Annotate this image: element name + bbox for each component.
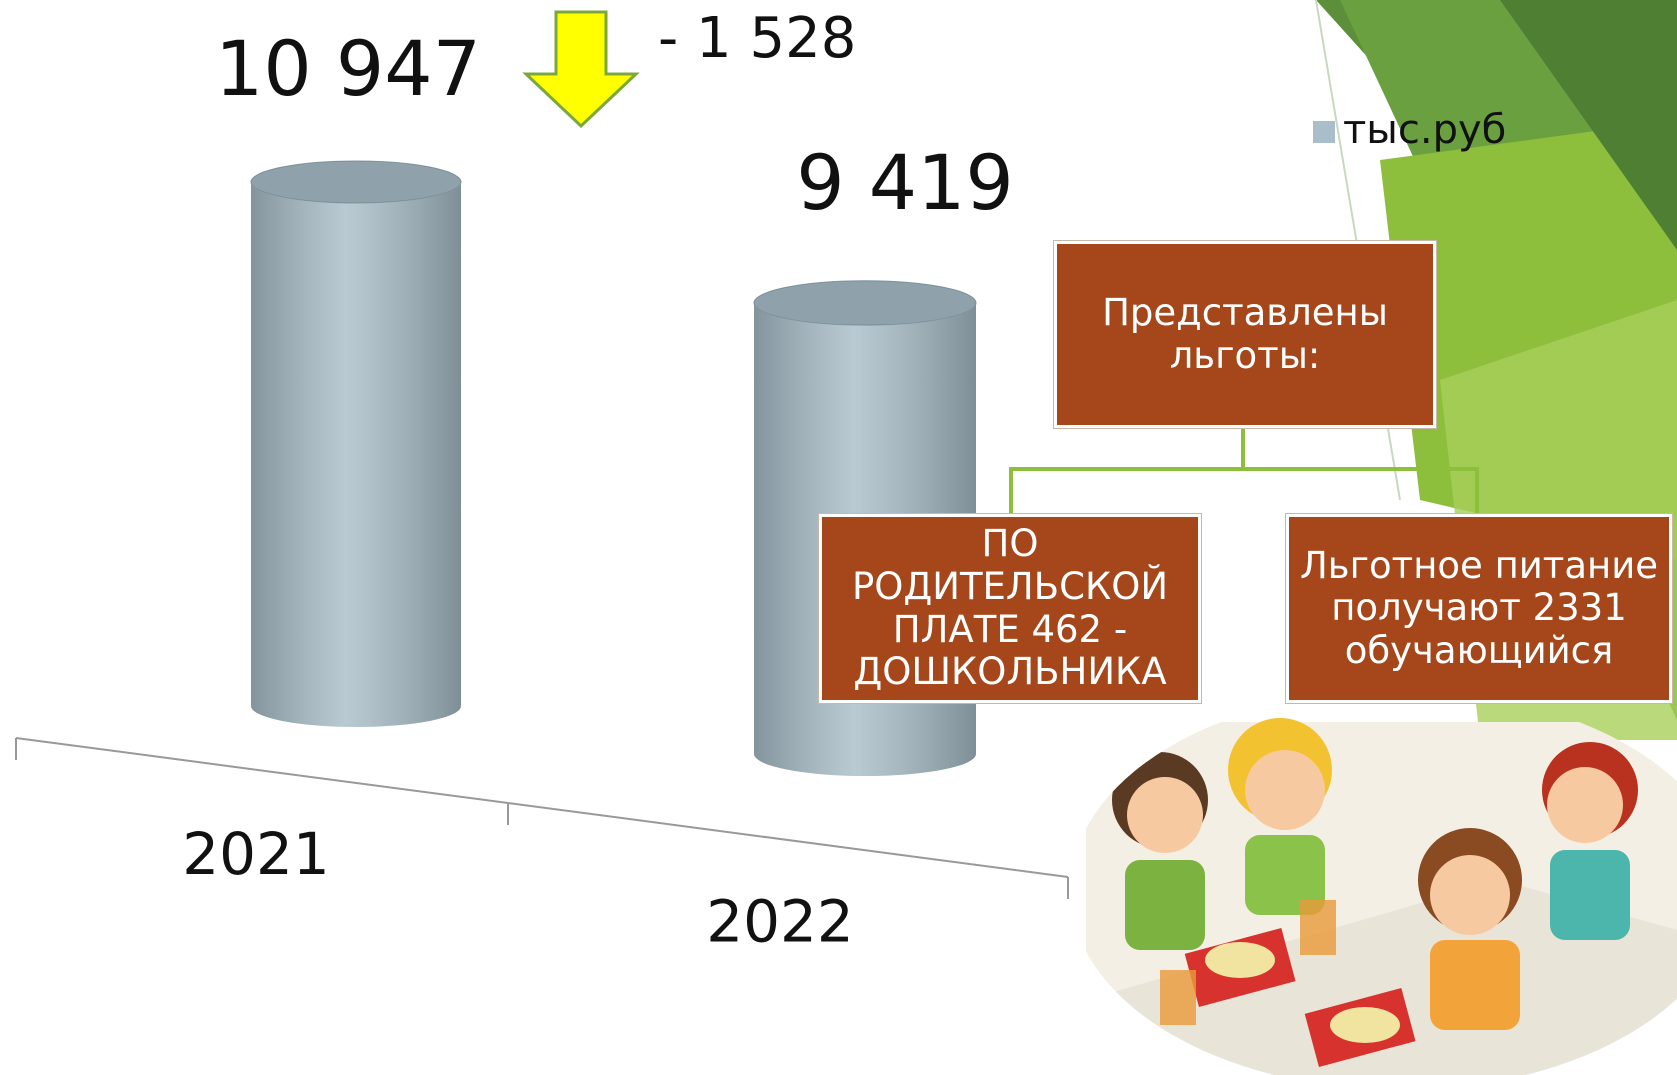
annotation: - 1 528 [658,6,856,71]
kids-illustration [1086,718,1677,1075]
cylinder-top-shade [754,280,976,326]
legend-swatch [1313,121,1335,143]
cylinder-top [250,160,462,204]
cylinder-top-shade [251,161,461,203]
diagram-child: ПО РОДИТЕЛЬСКОЙ ПЛАТЕ 462 - ДОШКОЛЬНИКА [819,514,1201,703]
connector [1009,467,1479,514]
value-label: 9 419 [796,138,1014,227]
cylinder-top [753,280,977,326]
down-arrow [522,10,640,129]
x-tick-label: 2022 [706,887,854,955]
axis [15,737,1069,899]
value-label: 10 947 [215,24,481,113]
legend-label: тыс.руб [1343,107,1506,153]
diagram-root: Представлены льготы: [1054,241,1436,428]
cylinder-shade [251,182,461,727]
diagram-child: Льготное питание получают 2331 обучающий… [1286,514,1672,703]
x-tick-label: 2021 [182,820,330,888]
connectors [1009,428,1479,514]
